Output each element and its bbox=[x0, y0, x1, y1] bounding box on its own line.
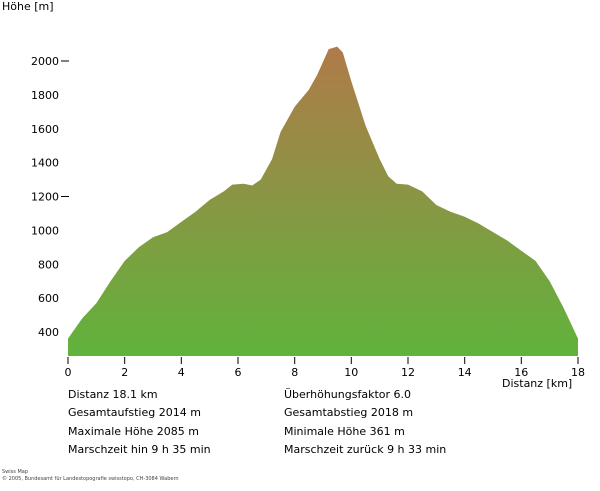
y-tick-label-1400: 1400 bbox=[31, 157, 59, 170]
x-tick-label-8: 8 bbox=[291, 366, 298, 379]
x-tick-label-10: 10 bbox=[344, 366, 358, 379]
y-tick-label-2000: 2000 bbox=[31, 55, 59, 68]
stats-left-column: Distanz 18.1 km Gesamtaufstieg 2014 m Ma… bbox=[68, 386, 211, 459]
y-tick-label-800: 800 bbox=[38, 258, 59, 271]
x-tick-label-6: 6 bbox=[235, 366, 242, 379]
walk-time-there-stat: Marschzeit hin 9 h 35 min bbox=[68, 442, 211, 456]
total-ascent-stat: Gesamtaufstieg 2014 m bbox=[68, 406, 201, 420]
credit-line-1: Swiss Map bbox=[2, 469, 29, 475]
exaggeration-factor-stat: Überhöhungsfaktor 6.0 bbox=[284, 388, 411, 401]
y-tick-label-400: 400 bbox=[38, 326, 59, 339]
min-height-stat: Minimale Höhe 361 m bbox=[284, 424, 405, 438]
y-axis-title: Höhe [m] bbox=[2, 0, 54, 13]
y-tick-label-1600: 1600 bbox=[31, 123, 59, 136]
y-tick-label-1800: 1800 bbox=[31, 89, 59, 102]
credit-line-2: © 2005, Bundesamt für Landestopografie s… bbox=[2, 476, 179, 482]
max-height-stat: Maximale Höhe 2085 m bbox=[68, 424, 200, 438]
x-tick-label-4: 4 bbox=[178, 366, 185, 379]
elevation-area bbox=[68, 46, 578, 356]
stats-right-column: Überhöhungsfaktor 6.0 Gesamtabstieg 2018… bbox=[284, 386, 446, 459]
y-tick-label-1200: 1200 bbox=[31, 191, 59, 204]
x-tick-label-12: 12 bbox=[401, 366, 415, 379]
distance-stat: Distanz 18.1 km bbox=[68, 388, 158, 401]
x-tick-label-16: 16 bbox=[514, 366, 528, 379]
total-descent-stat: Gesamtabstieg 2018 m bbox=[284, 406, 414, 420]
walk-time-back-stat: Marschzeit zurück 9 h 33 min bbox=[284, 442, 447, 456]
x-axis-title: Distanz [km] bbox=[502, 377, 572, 390]
y-tick-label-600: 600 bbox=[38, 292, 59, 305]
x-tick-label-2: 2 bbox=[121, 366, 128, 379]
y-tick-label-1000: 1000 bbox=[31, 224, 59, 237]
x-tick-label-0: 0 bbox=[65, 366, 72, 379]
x-tick-label-18: 18 bbox=[571, 366, 585, 379]
x-tick-label-14: 14 bbox=[458, 366, 472, 379]
